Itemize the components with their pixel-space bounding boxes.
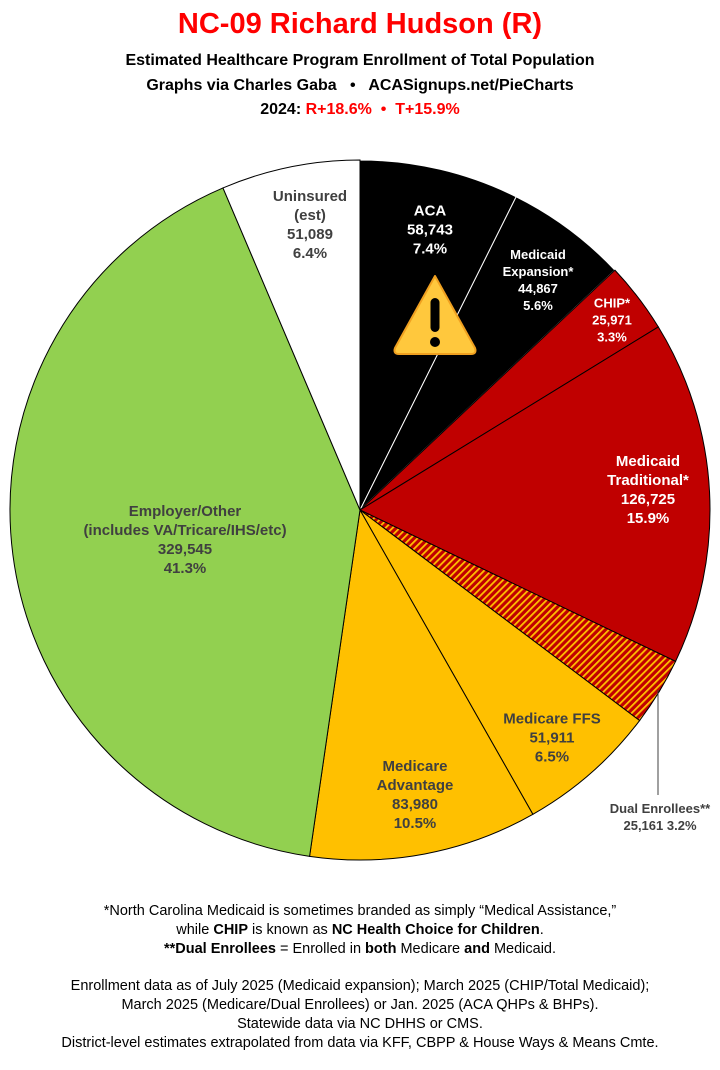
- slice-name: Medicare FFS: [503, 710, 601, 728]
- slice-value: 51,911: [529, 729, 575, 747]
- slice-name: Traditional*: [607, 472, 689, 489]
- text: CHIP: [213, 922, 248, 938]
- text: while: [176, 922, 214, 938]
- slice-name: Advantage: [376, 777, 454, 794]
- slice-name: Medicare: [382, 758, 448, 775]
- slice-percent: 6.5%: [534, 748, 570, 766]
- text: Medicaid.: [489, 941, 557, 957]
- slice-value: 58,743: [407, 221, 453, 239]
- margin-values: R+18.6% • T+15.9%: [305, 101, 460, 118]
- slice-percent: 3.2%: [666, 818, 697, 833]
- footnote-medicaid: *North Carolina Medicaid is sometimes br…: [103, 903, 617, 919]
- slice-label: Medicare Advantage 83,980 10.5%: [377, 757, 454, 833]
- slice-name: Dual Enrollees**: [609, 801, 711, 816]
- slice-label: CHIP* 25,971 3.3%: [592, 295, 632, 346]
- slice-percent: 7.4%: [412, 240, 448, 258]
- warning-triangle-icon: [393, 275, 477, 355]
- pie-slice-medicare-ffs: [359, 509, 641, 815]
- footnote-dual: **Dual Enrollees = Enrolled in both Medi…: [0, 940, 720, 959]
- text: both: [365, 941, 397, 957]
- sources: Enrollment data as of July 2025 (Medicai…: [0, 977, 720, 1053]
- source-line: Statewide data via NC DHHS or CMS.: [237, 1016, 483, 1032]
- slice-name: (est): [294, 207, 326, 224]
- text: = Enrolled in: [275, 941, 366, 957]
- pie-slice-medicaid-traditional: [358, 326, 711, 663]
- slice-value-percent: 25,161 3.2%: [610, 817, 710, 834]
- text: Medicare: [396, 941, 465, 957]
- slice-percent: 41.3%: [163, 560, 207, 577]
- text: is known as: [248, 922, 332, 938]
- slice-value: 329,545: [157, 541, 213, 558]
- slice-name: Medicaid: [510, 247, 566, 262]
- slice-label: Medicaid Expansion* 44,867 5.6%: [503, 246, 574, 314]
- slice-value: 25,161: [623, 818, 664, 833]
- election-margins: 2024: R+18.6% • T+15.9%: [0, 101, 720, 119]
- slice-name: Expansion*: [502, 264, 574, 279]
- footnotes: *North Carolina Medicaid is sometimes br…: [0, 902, 720, 959]
- chart-title: NC-09 Richard Hudson (R): [177, 8, 543, 40]
- slice-percent: 6.4%: [292, 245, 328, 262]
- slice-percent: 10.5%: [393, 815, 437, 832]
- pie-slice-medicare-advantage: [309, 508, 534, 861]
- source-line: Enrollment data as of July 2025 (Medicai…: [70, 978, 650, 994]
- chart-credit: Graphs via Charles Gaba • ACASignups.net…: [146, 77, 574, 94]
- text: **Dual Enrollees: [163, 941, 276, 957]
- chart-subtitle: Estimated Healthcare Program Enrollment …: [125, 52, 595, 69]
- slice-name: (includes VA/Tricare/IHS/etc): [83, 522, 287, 539]
- slice-name: Employer/Other: [128, 503, 242, 520]
- slice-percent: 3.3%: [597, 329, 627, 345]
- pie-slice-uninsured-est: [222, 159, 361, 511]
- slice-name: Uninsured: [272, 188, 348, 205]
- slice-label: Employer/Other (includes VA/Tricare/IHS/e…: [83, 502, 286, 578]
- margin-prefix: 2024:: [260, 101, 306, 118]
- slice-percent: 5.6%: [523, 298, 553, 313]
- slice-value: 83,980: [392, 796, 438, 813]
- slice-name: ACA: [413, 202, 447, 220]
- slice-name: Medicaid: [615, 453, 681, 470]
- slice-value: 44,867: [518, 281, 558, 296]
- slice-value: 126,725: [620, 491, 676, 508]
- slice-label: Medicare FFS 51,911 6.5%: [503, 710, 601, 767]
- slice-label: Uninsured (est) 51,089 6.4%: [273, 187, 347, 263]
- text: NC Health Choice for Children: [331, 922, 540, 938]
- slice-value: 25,971: [592, 312, 632, 328]
- text: and: [464, 941, 490, 957]
- slice-value: 51,089: [287, 226, 333, 243]
- pie-slice-employer-other: [9, 187, 361, 857]
- footnote-chip: while CHIP is known as NC Health Choice …: [0, 921, 720, 940]
- slice-label: ACA 58,743 7.4%: [407, 202, 453, 259]
- source-line: March 2025 (Medicare/Dual Enrollees) or …: [121, 997, 599, 1013]
- slice-label: Medicaid Traditional* 126,725 15.9%: [607, 452, 689, 528]
- slice-label: Dual Enrollees** 25,161 3.2%: [610, 800, 710, 834]
- text: .: [539, 922, 544, 938]
- slice-name: CHIP*: [593, 295, 631, 311]
- source-line: District-level estimates extrapolated fr…: [61, 1035, 659, 1051]
- slice-percent: 15.9%: [626, 510, 670, 527]
